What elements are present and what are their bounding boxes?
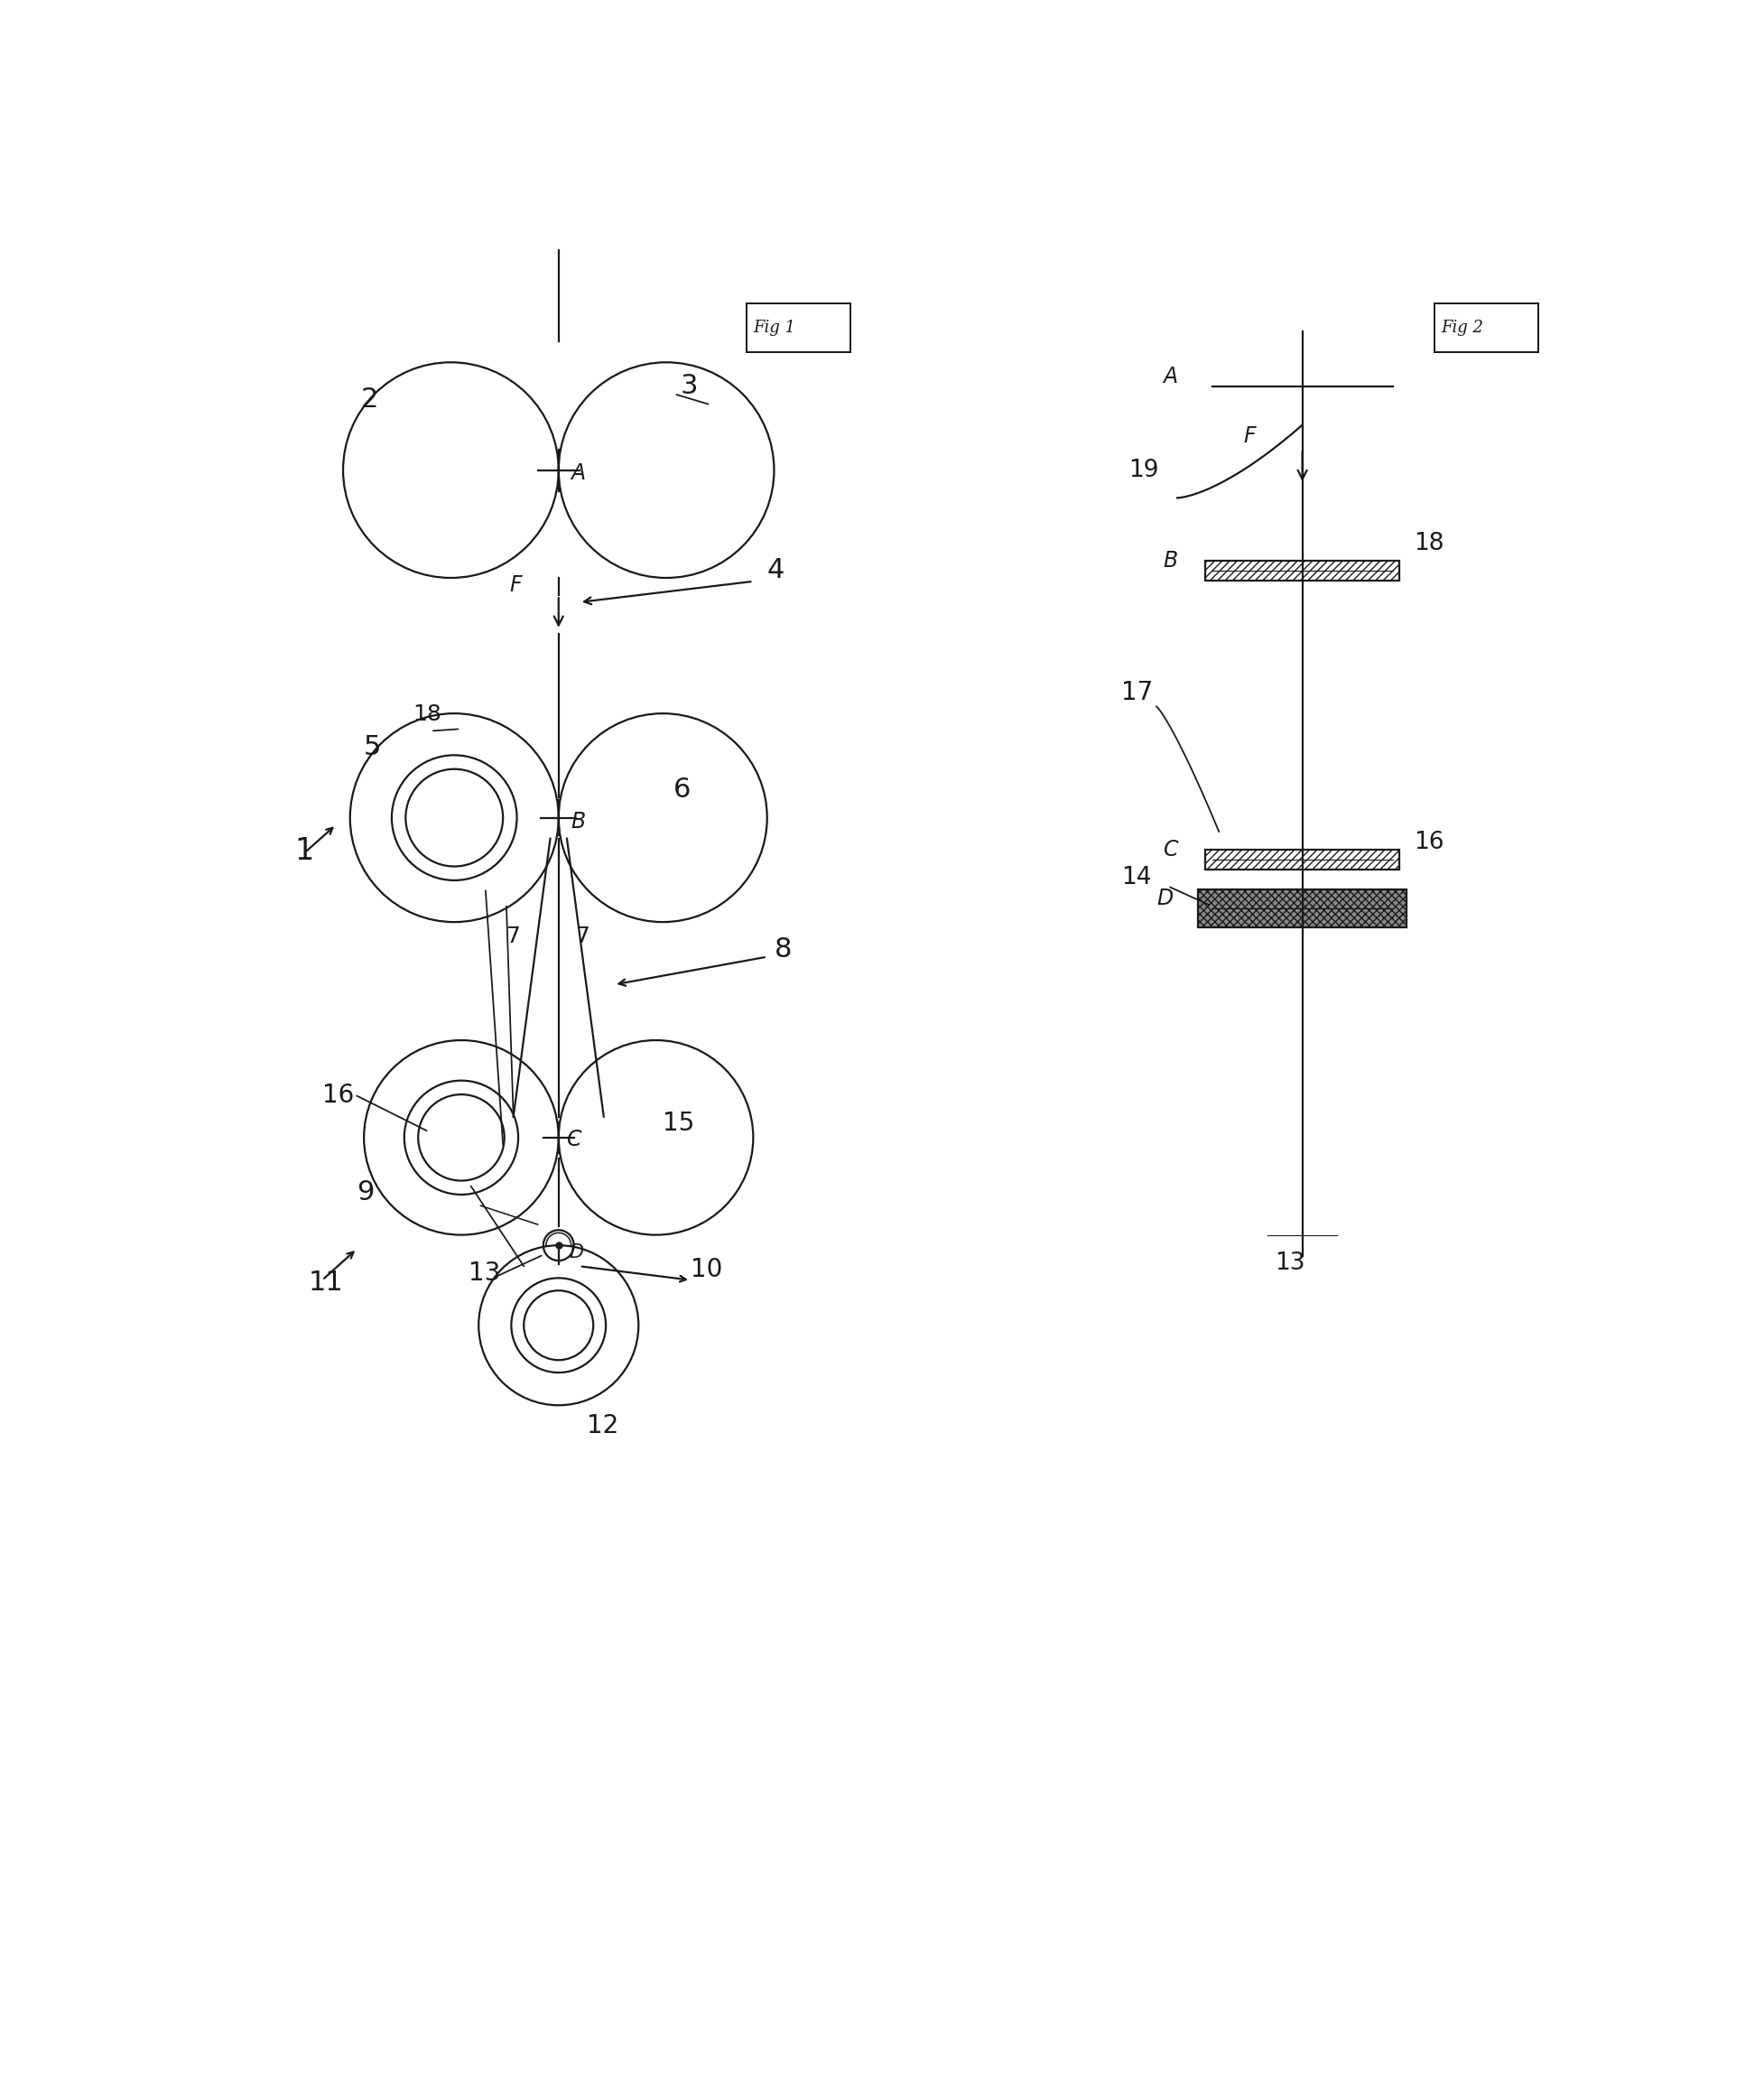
Text: Fig 1: Fig 1 [753, 320, 796, 336]
Text: 18: 18 [413, 703, 441, 724]
Text: B: B [572, 811, 586, 832]
Text: 13: 13 [1275, 1251, 1305, 1274]
Text: 6: 6 [674, 776, 691, 803]
Text: D: D [570, 1243, 584, 1262]
Text: 11: 11 [309, 1270, 344, 1297]
FancyBboxPatch shape [1434, 303, 1538, 353]
Bar [1205, 560, 1399, 581]
Text: F: F [1244, 425, 1256, 446]
Text: 16: 16 [1413, 830, 1443, 855]
Text: 16: 16 [323, 1083, 355, 1108]
Text: 1: 1 [295, 836, 314, 865]
Text: 4: 4 [767, 556, 785, 583]
Text: D: D [1157, 888, 1173, 909]
Text: 18: 18 [1413, 531, 1443, 556]
Text: C: C [566, 1129, 582, 1150]
Text: 3: 3 [681, 374, 699, 398]
FancyBboxPatch shape [746, 303, 850, 353]
Bar [1198, 888, 1406, 928]
Bar [1205, 851, 1399, 869]
Text: 8: 8 [774, 936, 792, 963]
Text: 9: 9 [356, 1179, 374, 1206]
Text: 15: 15 [663, 1110, 695, 1135]
Text: 10: 10 [691, 1257, 723, 1282]
Text: 2: 2 [360, 386, 377, 413]
Text: A: A [1162, 365, 1178, 388]
Text: 13: 13 [467, 1260, 501, 1286]
Text: 7: 7 [506, 925, 520, 948]
Text: 14: 14 [1122, 865, 1152, 890]
Text: F: F [510, 575, 522, 596]
Text: 7: 7 [577, 925, 591, 948]
Text: 17: 17 [1122, 681, 1154, 706]
Text: 12: 12 [586, 1413, 617, 1438]
Text: 19: 19 [1129, 459, 1159, 483]
Text: A: A [572, 463, 586, 483]
Text: C: C [1162, 838, 1178, 861]
Text: B: B [1162, 550, 1178, 573]
Text: 5: 5 [363, 735, 381, 762]
Text: Fig 2: Fig 2 [1441, 320, 1484, 336]
